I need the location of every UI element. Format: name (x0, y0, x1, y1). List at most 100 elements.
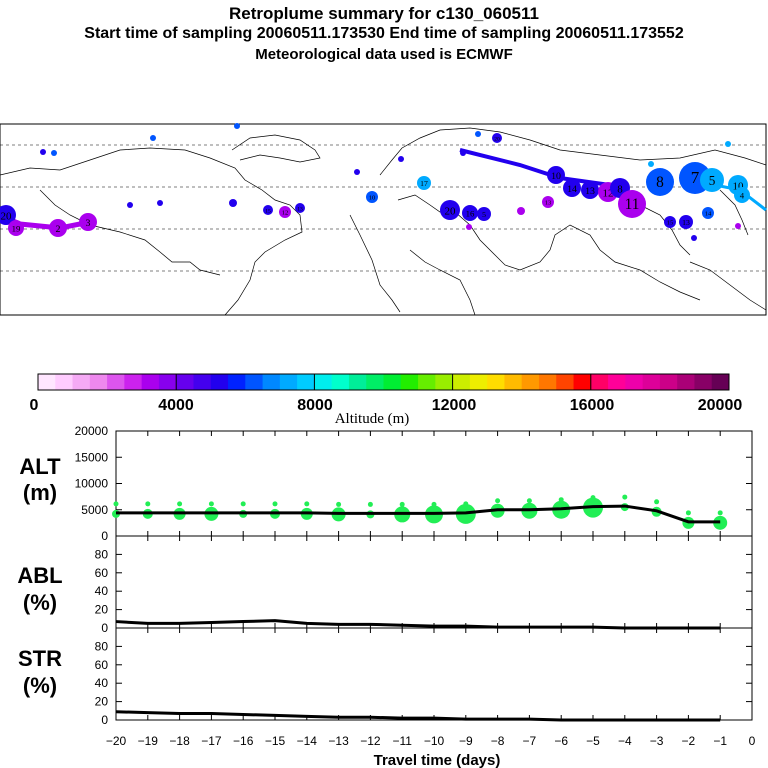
panel-ylabel: ABL (17, 563, 62, 588)
x-tick-label: −16 (233, 734, 254, 748)
colorbar-cell (89, 374, 108, 390)
colorbar-cell (642, 374, 661, 390)
met-data-note: Meteorological data used is ECMWF (255, 46, 513, 63)
colorbar-cell (469, 374, 488, 390)
colorbar-cell (435, 374, 454, 390)
altitude-blob (558, 497, 564, 503)
altitude-blob (145, 501, 151, 507)
trajectory-marker (475, 131, 481, 137)
colorbar-cell (158, 374, 177, 390)
colorbar-cell (590, 374, 609, 390)
trajectory-marker (517, 207, 525, 215)
colorbar-cell (366, 374, 384, 390)
x-tick-label: −2 (682, 734, 696, 748)
marker-label: 13 (585, 186, 595, 197)
colorbar-tick: 12000 (432, 397, 477, 414)
colorbar-frame (37, 373, 730, 391)
marker-label: 20 (494, 136, 500, 142)
trajectory-marker (547, 166, 565, 184)
colorbar-tick: 16000 (570, 397, 615, 414)
x-tick-label: −17 (201, 734, 222, 748)
colorbar-cell (331, 374, 350, 390)
colorbar-cell (400, 374, 419, 390)
colorbar-cell (452, 374, 471, 390)
trajectory-marker (702, 207, 714, 219)
marker-label: 7 (691, 168, 700, 187)
trajectory-marker (398, 156, 404, 162)
colorbar-tick: 20000 (698, 397, 743, 414)
x-tick-label: −5 (586, 734, 600, 748)
marker-label: 14 (705, 211, 712, 218)
trajectory-marker (679, 215, 693, 229)
coastline (379, 127, 767, 176)
x-tick-label: −1 (713, 734, 727, 748)
marker-label: 17 (420, 179, 428, 188)
colorbar-cell (228, 374, 246, 390)
x-tick-label: −18 (169, 734, 190, 748)
altitude-blob (654, 499, 660, 505)
altitude-blob (367, 501, 373, 507)
trajectory-marker (150, 135, 156, 141)
colorbar-cell (193, 374, 212, 390)
marker-label: 20 (1, 211, 13, 223)
x-tick-label: −10 (424, 734, 445, 748)
marker-label: 11 (625, 196, 640, 213)
colorbar-cell (314, 374, 333, 390)
altitude-blob (463, 501, 469, 507)
sampling-time: Start time of sampling 20060511.173530 E… (84, 25, 684, 42)
trajectory-marker (462, 205, 478, 221)
trajectory-marker (127, 202, 133, 208)
trajectory-marker (466, 224, 472, 230)
panel-frame (115, 535, 753, 629)
series-line (116, 504, 721, 524)
y-tick-label: 60 (95, 566, 109, 580)
altitude-blob (431, 501, 437, 507)
trajectory-marker (0, 205, 16, 225)
altitude-blob (336, 501, 342, 507)
trajectory-marker (295, 203, 305, 213)
altitude-blob (304, 501, 310, 507)
colorbar-cell (141, 374, 160, 390)
y-tick-label: 20 (95, 695, 109, 709)
x-tick-label: −14 (297, 734, 318, 748)
coastline (349, 214, 401, 313)
colorbar-cell (107, 374, 125, 390)
y-tick-label: 15000 (75, 450, 109, 464)
y-tick-label: 40 (95, 584, 109, 598)
series-line (115, 619, 721, 630)
panel-ylabel: STR (18, 646, 62, 671)
marker-label: 19 (12, 224, 21, 234)
colorbar-cell (38, 374, 56, 390)
x-tick-label: −15 (265, 734, 286, 748)
trajectory-marker (618, 190, 646, 218)
x-tick-label: −8 (491, 734, 505, 748)
chart-title: Retroplume summary for c130_060511 (229, 4, 539, 23)
marker-label: 15 (265, 208, 271, 214)
colorbar-cell (383, 374, 402, 390)
marker-label: 12 (603, 188, 614, 200)
panel-ylabel: ALT (19, 454, 61, 479)
panel-ylabel: (%) (23, 590, 57, 615)
marker-label: 15 (667, 220, 674, 227)
y-tick-label: 0 (101, 529, 108, 543)
colorbar-cell (418, 374, 436, 390)
coastline (0, 147, 303, 316)
trajectory-marker (40, 149, 46, 155)
panel-ylabel: (m) (23, 480, 57, 505)
trajectory-marker (492, 133, 502, 143)
marker-label: 14 (567, 184, 577, 195)
colorbar-cell (262, 374, 281, 390)
marker-label: 8 (656, 174, 664, 191)
trajectory-marker (157, 200, 163, 206)
colorbar-cell (659, 374, 678, 390)
x-tick-label: −9 (459, 734, 473, 748)
trajectory-marker (229, 199, 237, 207)
altitude-blob (177, 501, 183, 507)
y-tick-label: 80 (95, 547, 109, 561)
colorbar-tick: 4000 (158, 397, 194, 414)
x-tick-label: −13 (328, 734, 349, 748)
altitude-blob (272, 501, 278, 507)
colorbar-cell (538, 374, 557, 390)
x-axis-label: Travel time (days) (374, 752, 501, 768)
